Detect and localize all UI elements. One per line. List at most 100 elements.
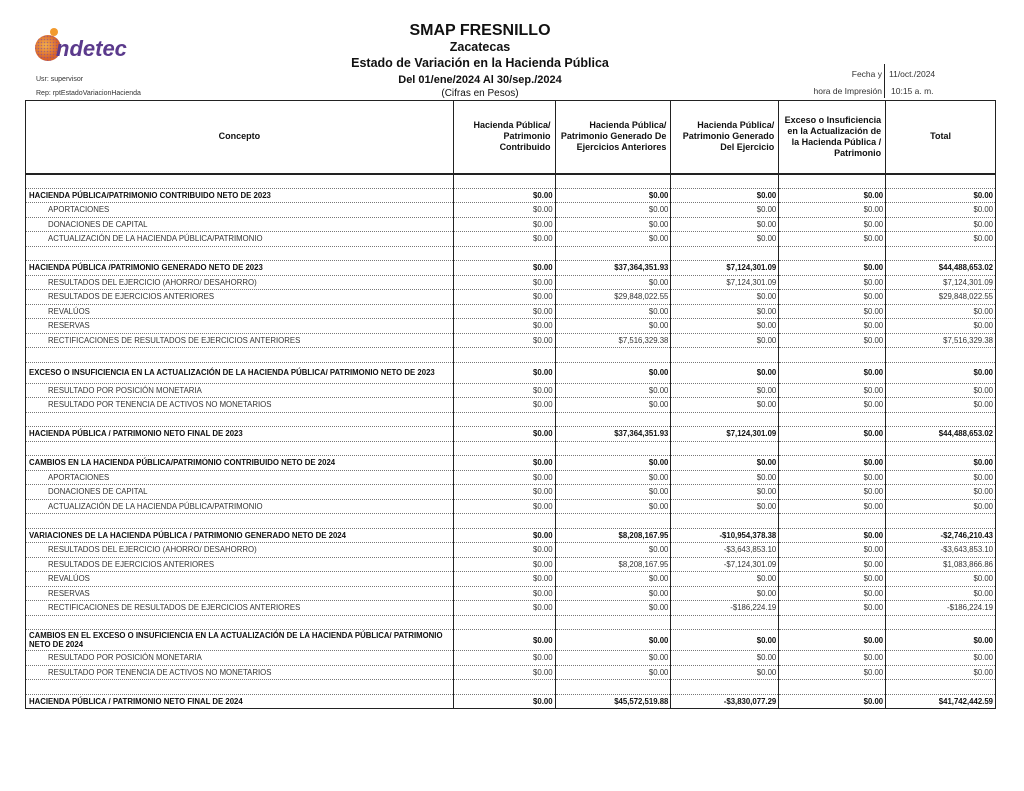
amount-cell: $0.00 bbox=[778, 304, 886, 319]
amount-cell: $0.00 bbox=[885, 455, 996, 471]
concept-cell: RESERVAS bbox=[25, 318, 454, 334]
amount-cell bbox=[670, 679, 779, 695]
amount-cell: $0.00 bbox=[778, 362, 886, 384]
table-row: RESULTADO POR TENENCIA DE ACTIVOS NO MON… bbox=[25, 665, 996, 680]
amount-cell: $0.00 bbox=[885, 231, 996, 247]
concept-cell: APORTACIONES bbox=[25, 470, 454, 485]
amount-cell: $0.00 bbox=[554, 600, 671, 616]
spacer-row bbox=[25, 513, 996, 529]
spacer-row bbox=[25, 173, 996, 189]
amount-cell: $0.00 bbox=[452, 571, 556, 587]
table-row: RESULTADO POR POSICIÓN MONETARIA $0.00 $0.… bbox=[25, 650, 996, 666]
amount-cell: $0.00 bbox=[778, 231, 886, 247]
amount-cell: $0.00 bbox=[452, 275, 556, 290]
concept-cell bbox=[25, 441, 454, 456]
concept-cell: RESULTADOS DEL EJERCICIO (AHORRO/ DESAHO… bbox=[25, 542, 454, 558]
print-date: 11/oct./2024 bbox=[889, 69, 936, 79]
amount-cell: $0.00 bbox=[885, 484, 996, 500]
spacer-row bbox=[25, 347, 996, 363]
print-date-label: Fecha y bbox=[851, 69, 882, 79]
column-header-concepto: Concepto bbox=[25, 100, 454, 175]
amount-cell: $0.00 bbox=[452, 318, 556, 334]
table-row: RESULTADO POR TENENCIA DE ACTIVOS NO MON… bbox=[25, 397, 996, 413]
amount-cell bbox=[452, 246, 556, 261]
amount-cell bbox=[885, 679, 996, 695]
amount-cell: -$10,954,378.38 bbox=[670, 528, 779, 543]
amount-cell bbox=[554, 246, 671, 261]
amount-cell: $0.00 bbox=[670, 665, 779, 680]
amount-cell: $0.00 bbox=[670, 455, 779, 471]
amount-cell: $37,364,351.93 bbox=[554, 260, 671, 276]
amount-cell: $0.00 bbox=[670, 304, 779, 319]
amount-cell: $0.00 bbox=[554, 188, 671, 203]
amount-cell bbox=[452, 513, 556, 529]
amount-cell bbox=[452, 615, 556, 630]
amount-cell: $0.00 bbox=[670, 217, 779, 232]
amount-cell: $0.00 bbox=[885, 665, 996, 680]
concept-cell: ACTUALIZACIÓN DE LA HACIENDA PÚBLICA/PAT… bbox=[25, 231, 454, 247]
amount-cell bbox=[670, 513, 779, 529]
amount-cell: $0.00 bbox=[452, 455, 556, 471]
amount-cell: $0.00 bbox=[670, 586, 779, 601]
concept-cell: RESULTADOS DE EJERCICIOS ANTERIORES bbox=[25, 557, 454, 572]
amount-cell: $0.00 bbox=[778, 600, 886, 616]
amount-cell: $44,488,653.02 bbox=[885, 426, 996, 442]
amount-cell bbox=[778, 513, 886, 529]
amount-cell: $0.00 bbox=[885, 202, 996, 218]
amount-cell: $0.00 bbox=[554, 470, 671, 485]
amount-cell: $0.00 bbox=[885, 571, 996, 587]
section-total-row: HACIENDA PÚBLICA/PATRIMONIO CONTRIBUIDO … bbox=[25, 188, 996, 203]
amount-cell: -$2,746,210.43 bbox=[885, 528, 996, 543]
report-period: Del 01/ene/2024 Al 30/sep./2024 bbox=[398, 74, 562, 86]
section-total-row: CAMBIOS EN LA HACIENDA PÚBLICA/PATRIMONI… bbox=[25, 455, 996, 471]
amount-cell bbox=[452, 412, 556, 427]
amount-cell: $0.00 bbox=[778, 528, 886, 543]
amount-cell bbox=[670, 246, 779, 261]
amount-cell: $0.00 bbox=[778, 542, 886, 558]
entity-name: SMAP FRESNILLO bbox=[409, 22, 551, 39]
amount-cell bbox=[452, 347, 556, 363]
concept-cell: RESULTADO POR TENENCIA DE ACTIVOS NO MON… bbox=[25, 397, 454, 413]
amount-cell: $0.00 bbox=[452, 665, 556, 680]
amount-cell: $0.00 bbox=[778, 217, 886, 232]
amount-cell: $45,572,519.88 bbox=[554, 694, 671, 709]
concept-cell: EXCESO O INSUFICIENCIA EN LA ACTUALIZACI… bbox=[25, 362, 454, 384]
amount-cell: $0.00 bbox=[778, 426, 886, 442]
amount-cell: $0.00 bbox=[885, 470, 996, 485]
amount-cell bbox=[554, 347, 671, 363]
amount-cell: $0.00 bbox=[554, 455, 671, 471]
concept-cell: RESULTADO POR TENENCIA DE ACTIVOS NO MON… bbox=[25, 665, 454, 680]
amount-cell: $0.00 bbox=[778, 260, 886, 276]
amount-cell: $0.00 bbox=[885, 217, 996, 232]
amount-cell: $0.00 bbox=[452, 629, 556, 651]
column-header-contribuido: Hacienda Pública/ Patrimonio Contribuido bbox=[452, 100, 556, 175]
concept-cell: HACIENDA PÚBLICA /PATRIMONIO GENERADO NE… bbox=[25, 260, 454, 276]
amount-cell bbox=[885, 246, 996, 261]
amount-cell: $7,124,301.09 bbox=[670, 275, 779, 290]
table-row: DONACIONES DE CAPITAL $0.00 $0.00 $0.00 $0.0… bbox=[25, 484, 996, 500]
amount-cell: $0.00 bbox=[452, 499, 556, 514]
amount-cell: $37,364,351.93 bbox=[554, 426, 671, 442]
amount-cell bbox=[778, 412, 886, 427]
amount-cell bbox=[778, 679, 886, 695]
concept-cell: RECTIFICACIONES DE RESULTADOS DE EJERCIC… bbox=[25, 333, 454, 348]
amount-cell: $0.00 bbox=[554, 202, 671, 218]
amount-cell bbox=[554, 679, 671, 695]
concept-cell: CAMBIOS EN EL EXCESO O INSUFICIENCIA EN … bbox=[25, 629, 454, 651]
amount-cell: $7,124,301.09 bbox=[885, 275, 996, 290]
amount-cell bbox=[778, 347, 886, 363]
amount-cell: $1,083,866.86 bbox=[885, 557, 996, 572]
concept-cell: RESERVAS bbox=[25, 586, 454, 601]
amount-cell: $0.00 bbox=[670, 333, 779, 348]
amount-cell: $0.00 bbox=[452, 362, 556, 384]
amount-cell: $0.00 bbox=[452, 383, 556, 398]
amount-cell: $0.00 bbox=[885, 650, 996, 666]
concept-cell: APORTACIONES bbox=[25, 202, 454, 218]
amount-cell: $0.00 bbox=[554, 397, 671, 413]
amount-cell: $0.00 bbox=[885, 188, 996, 203]
concept-cell: HACIENDA PÚBLICA / PATRIMONIO NETO FINAL… bbox=[25, 426, 454, 442]
amount-cell: $0.00 bbox=[885, 383, 996, 398]
spacer-row bbox=[25, 441, 996, 456]
table-row: APORTACIONES $0.00 $0.00 $0.00 $0.00 $0.00 bbox=[25, 202, 996, 218]
concept-cell: ACTUALIZACIÓN DE LA HACIENDA PÚBLICA/PAT… bbox=[25, 499, 454, 514]
